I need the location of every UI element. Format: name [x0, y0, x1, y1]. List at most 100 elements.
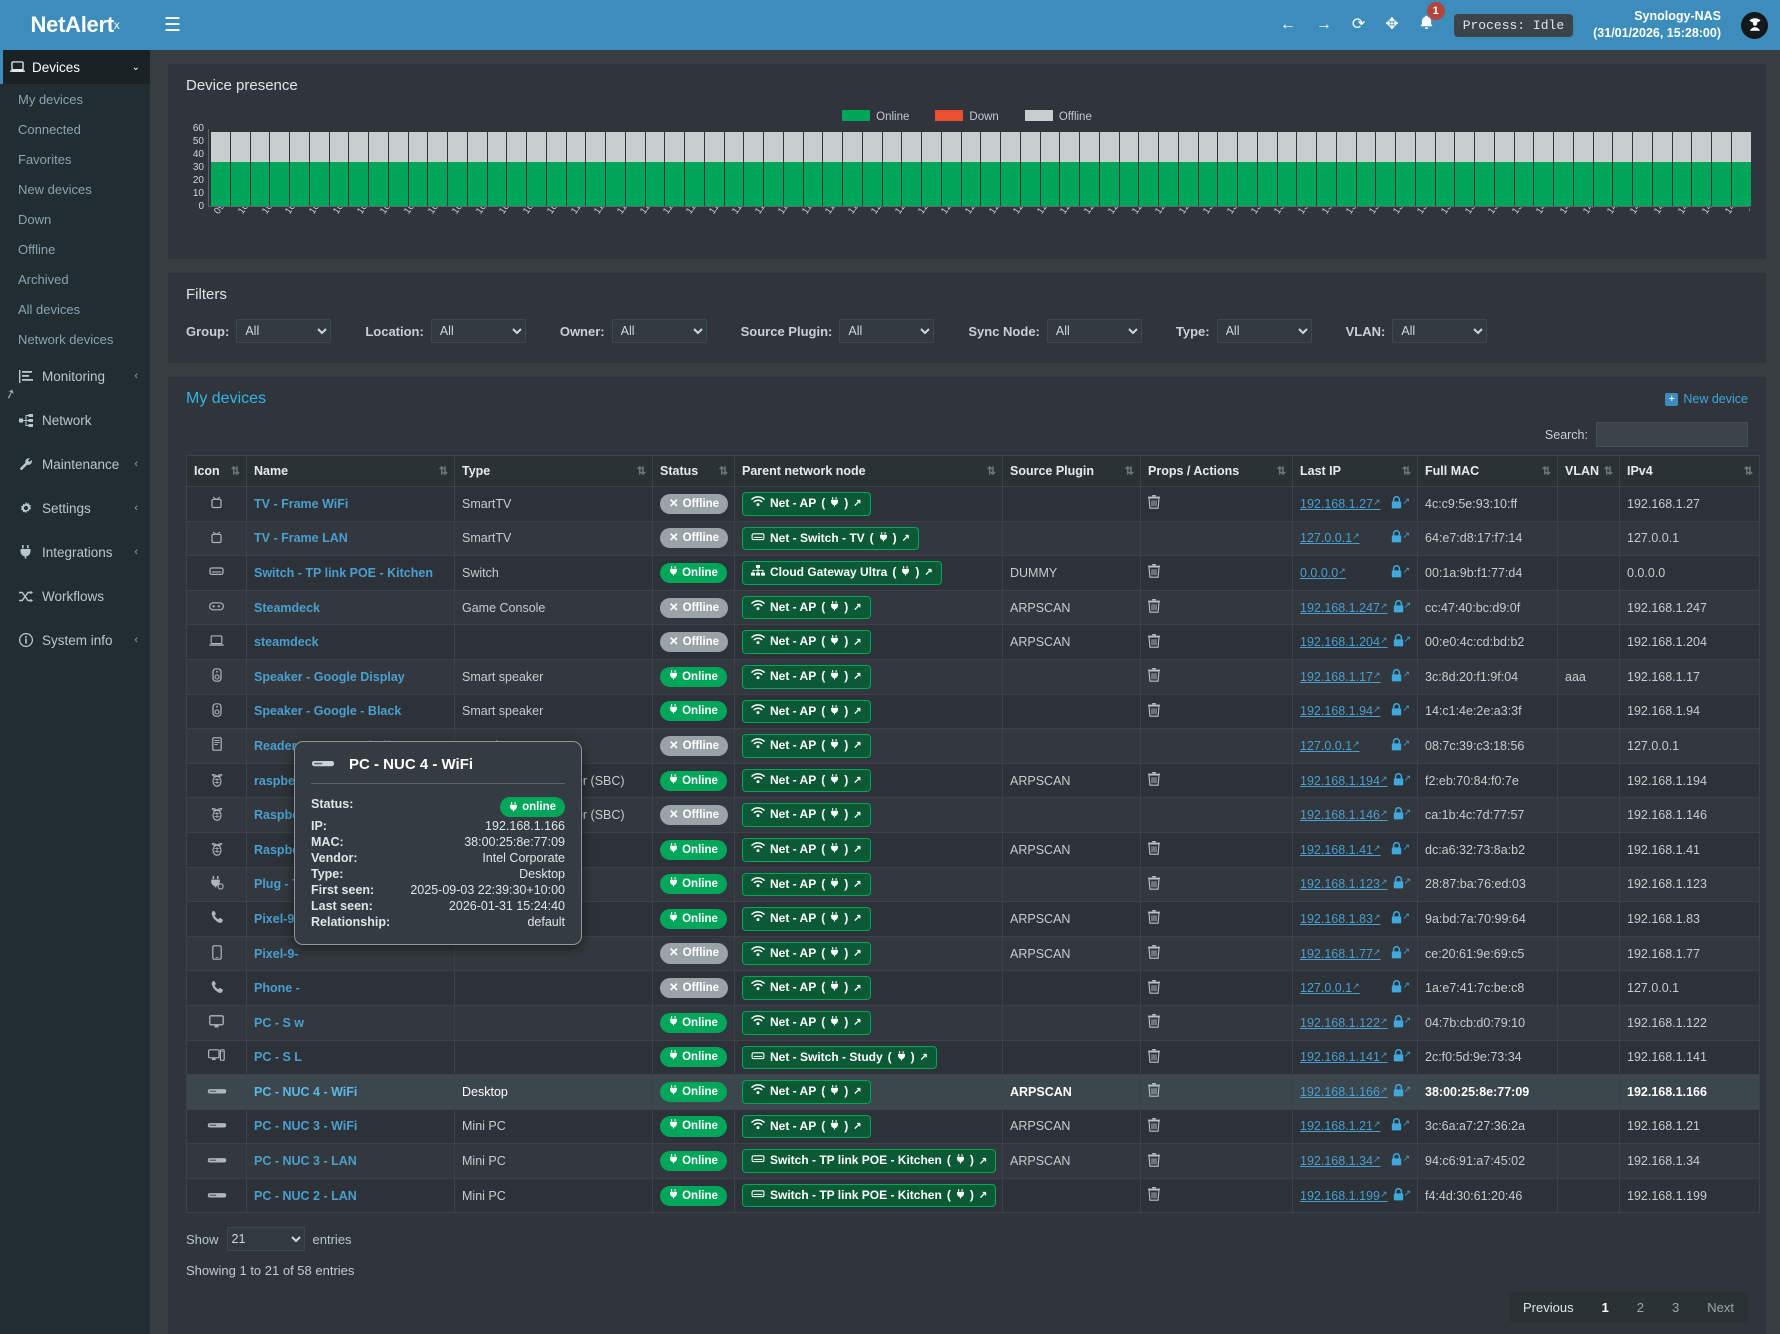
last-ip-link[interactable]: 192.168.1.94↗	[1300, 704, 1381, 719]
pagination-previous[interactable]: Previous	[1522, 1300, 1574, 1316]
chart-bar[interactable]	[783, 129, 803, 206]
last-ip-link[interactable]: 127.0.0.1↗	[1300, 981, 1360, 996]
chart-bar[interactable]	[1494, 129, 1514, 206]
chart-bar[interactable]	[981, 129, 1000, 206]
device-name-link[interactable]: TV - Frame LAN	[254, 531, 348, 546]
chart-bar[interactable]	[1692, 129, 1711, 206]
chart-bar[interactable]	[882, 129, 902, 206]
filter-select[interactable]: All	[236, 319, 332, 343]
delete-device-icon[interactable]	[1148, 1014, 1160, 1031]
parent-node-button[interactable]: Net - AP () ↗	[742, 1010, 871, 1035]
chart-bar[interactable]	[586, 129, 605, 206]
chart-bar[interactable]	[1652, 129, 1672, 206]
sidebar-item-network[interactable]: ➚ Network	[0, 385, 150, 442]
delete-device-icon[interactable]	[1148, 1187, 1160, 1204]
lock-icon[interactable]: ↗	[1391, 738, 1410, 754]
last-ip-link[interactable]: 192.168.1.141↗	[1300, 1050, 1388, 1065]
chart-bar[interactable]	[1218, 129, 1237, 206]
parent-node-button[interactable]: Switch - TP link POE - Kitchen () ↗	[742, 1149, 997, 1173]
chart-bar[interactable]	[902, 129, 921, 206]
table-row[interactable]: PC - S w Online Net - AP() ↗ 192.168.1.122↗ ↗…	[186, 1004, 1760, 1041]
column-header-icon[interactable]: Icon ⇅	[186, 455, 247, 487]
last-ip-link[interactable]: 192.168.1.166↗	[1300, 1084, 1388, 1099]
lock-icon[interactable]: ↗	[1393, 1188, 1411, 1204]
delete-device-icon[interactable]	[1148, 495, 1160, 512]
chart-bar[interactable]	[546, 129, 566, 206]
delete-device-icon[interactable]	[1148, 564, 1160, 581]
chart-bar[interactable]	[665, 129, 684, 206]
avatar[interactable]	[1741, 11, 1768, 39]
chart-bar[interactable]	[704, 129, 724, 206]
column-header-ipv4[interactable]: IPv4 ⇅	[1619, 455, 1760, 487]
parent-node-button[interactable]: Net - AP () ↗	[742, 768, 871, 793]
parent-node-button[interactable]: Net - Switch - Study () ↗	[742, 1045, 938, 1070]
device-name-link[interactable]: PC - NUC 3 - LAN	[254, 1154, 357, 1169]
chart-bar[interactable]	[744, 129, 763, 206]
parent-node-button[interactable]: Net - AP () ↗	[742, 872, 871, 897]
device-name-link[interactable]: PC - NUC 2 - LAN	[254, 1188, 357, 1203]
sidebar-item-all-devices[interactable]: All devices	[0, 294, 150, 324]
chart-bar[interactable]	[349, 129, 368, 206]
chart-bar[interactable]	[1277, 129, 1297, 206]
column-header-name[interactable]: Name ⇅	[246, 455, 455, 487]
table-row[interactable]: TV - Frame WiFi SmartTV ✕ Offline Net - AP ()…	[186, 486, 1760, 522]
parent-node-button[interactable]: Net - AP () ↗	[742, 803, 871, 827]
column-header-status[interactable]: Status ⇅	[652, 455, 735, 487]
delete-device-icon[interactable]	[1148, 910, 1160, 927]
lock-icon[interactable]: ↗	[1393, 876, 1411, 892]
delete-device-icon[interactable]	[1148, 1048, 1160, 1066]
chart-bar[interactable]	[1178, 129, 1198, 206]
chart-bar[interactable]	[1613, 129, 1632, 206]
chart-bar[interactable]	[1336, 129, 1356, 206]
app-logo[interactable]: Net Alert x	[0, 0, 150, 50]
column-header-type[interactable]: Type ⇅	[454, 455, 653, 487]
column-header-props-actions[interactable]: Props / Actions ⇅	[1140, 455, 1293, 487]
device-name-link[interactable]: Plug - T	[254, 877, 300, 892]
chart-bar[interactable]	[527, 129, 546, 206]
chart-bar[interactable]	[862, 129, 882, 206]
pagination-page-1[interactable]: 1	[1601, 1300, 1609, 1316]
sidebar-item-my-devices[interactable]: My devices	[0, 84, 150, 114]
hamburger-menu-icon[interactable]: ☰	[164, 14, 182, 36]
lock-icon[interactable]: ↗	[1391, 1118, 1410, 1134]
lock-icon[interactable]: ↗	[1391, 530, 1410, 546]
chart-bar[interactable]	[1396, 129, 1415, 206]
lock-icon[interactable]: ↗	[1393, 807, 1411, 823]
sidebar-item-archived[interactable]: Archived	[0, 264, 150, 294]
last-ip-link[interactable]: 192.168.1.17↗	[1300, 669, 1381, 684]
chart-bar[interactable]	[211, 129, 230, 206]
sidebar-item-settings[interactable]: Settings ‹	[0, 486, 150, 530]
column-header-full-mac[interactable]: Full MAC ⇅	[1417, 455, 1558, 487]
chart-bar[interactable]	[823, 129, 842, 206]
delete-device-icon[interactable]	[1148, 945, 1160, 962]
lock-icon[interactable]: ↗	[1391, 703, 1410, 719]
last-ip-link[interactable]: 192.168.1.34↗	[1300, 1154, 1381, 1169]
chart-bar[interactable]	[1198, 129, 1218, 206]
chart-bar[interactable]	[467, 129, 487, 206]
chart-bar[interactable]	[961, 129, 981, 206]
device-name-link[interactable]: Phone -	[254, 981, 300, 996]
sidebar-item-new-devices[interactable]: New devices	[0, 174, 150, 204]
last-ip-link[interactable]: 192.168.1.247↗	[1300, 600, 1388, 615]
parent-node-button[interactable]: Net - Switch - TV () ↗	[742, 526, 920, 551]
chart-bar[interactable]	[941, 129, 961, 206]
filter-select[interactable]: All	[611, 319, 707, 343]
sidebar-item-down[interactable]: Down	[0, 204, 150, 234]
last-ip-link[interactable]: 192.168.1.123↗	[1300, 877, 1388, 892]
table-row[interactable]: Speaker - Google - Black Smart speaker Onl…	[186, 693, 1760, 730]
chart-bar[interactable]	[309, 129, 329, 206]
move-icon[interactable]: ✥	[1385, 16, 1399, 33]
chart-bar[interactable]	[1672, 129, 1692, 206]
chart-bar[interactable]	[1712, 129, 1731, 206]
chart-bar[interactable]	[843, 129, 862, 206]
last-ip-link[interactable]: 192.168.1.204↗	[1300, 635, 1388, 650]
parent-node-button[interactable]: Net - AP () ↗	[742, 976, 871, 1000]
table-row[interactable]: PC - NUC 3 - WiFi Mini PC Online Net - AP ()…	[186, 1108, 1760, 1145]
add-new-device-button[interactable]: + New device	[1665, 392, 1748, 406]
device-name-link[interactable]: Steamdeck	[254, 600, 321, 615]
parent-node-button[interactable]: Net - AP () ↗	[742, 734, 871, 758]
chart-bar[interactable]	[448, 129, 467, 206]
parent-node-button[interactable]: Switch - TP link POE - Kitchen () ↗	[742, 1183, 997, 1208]
chart-bar[interactable]	[1297, 129, 1316, 206]
chart-bar[interactable]	[566, 129, 586, 206]
